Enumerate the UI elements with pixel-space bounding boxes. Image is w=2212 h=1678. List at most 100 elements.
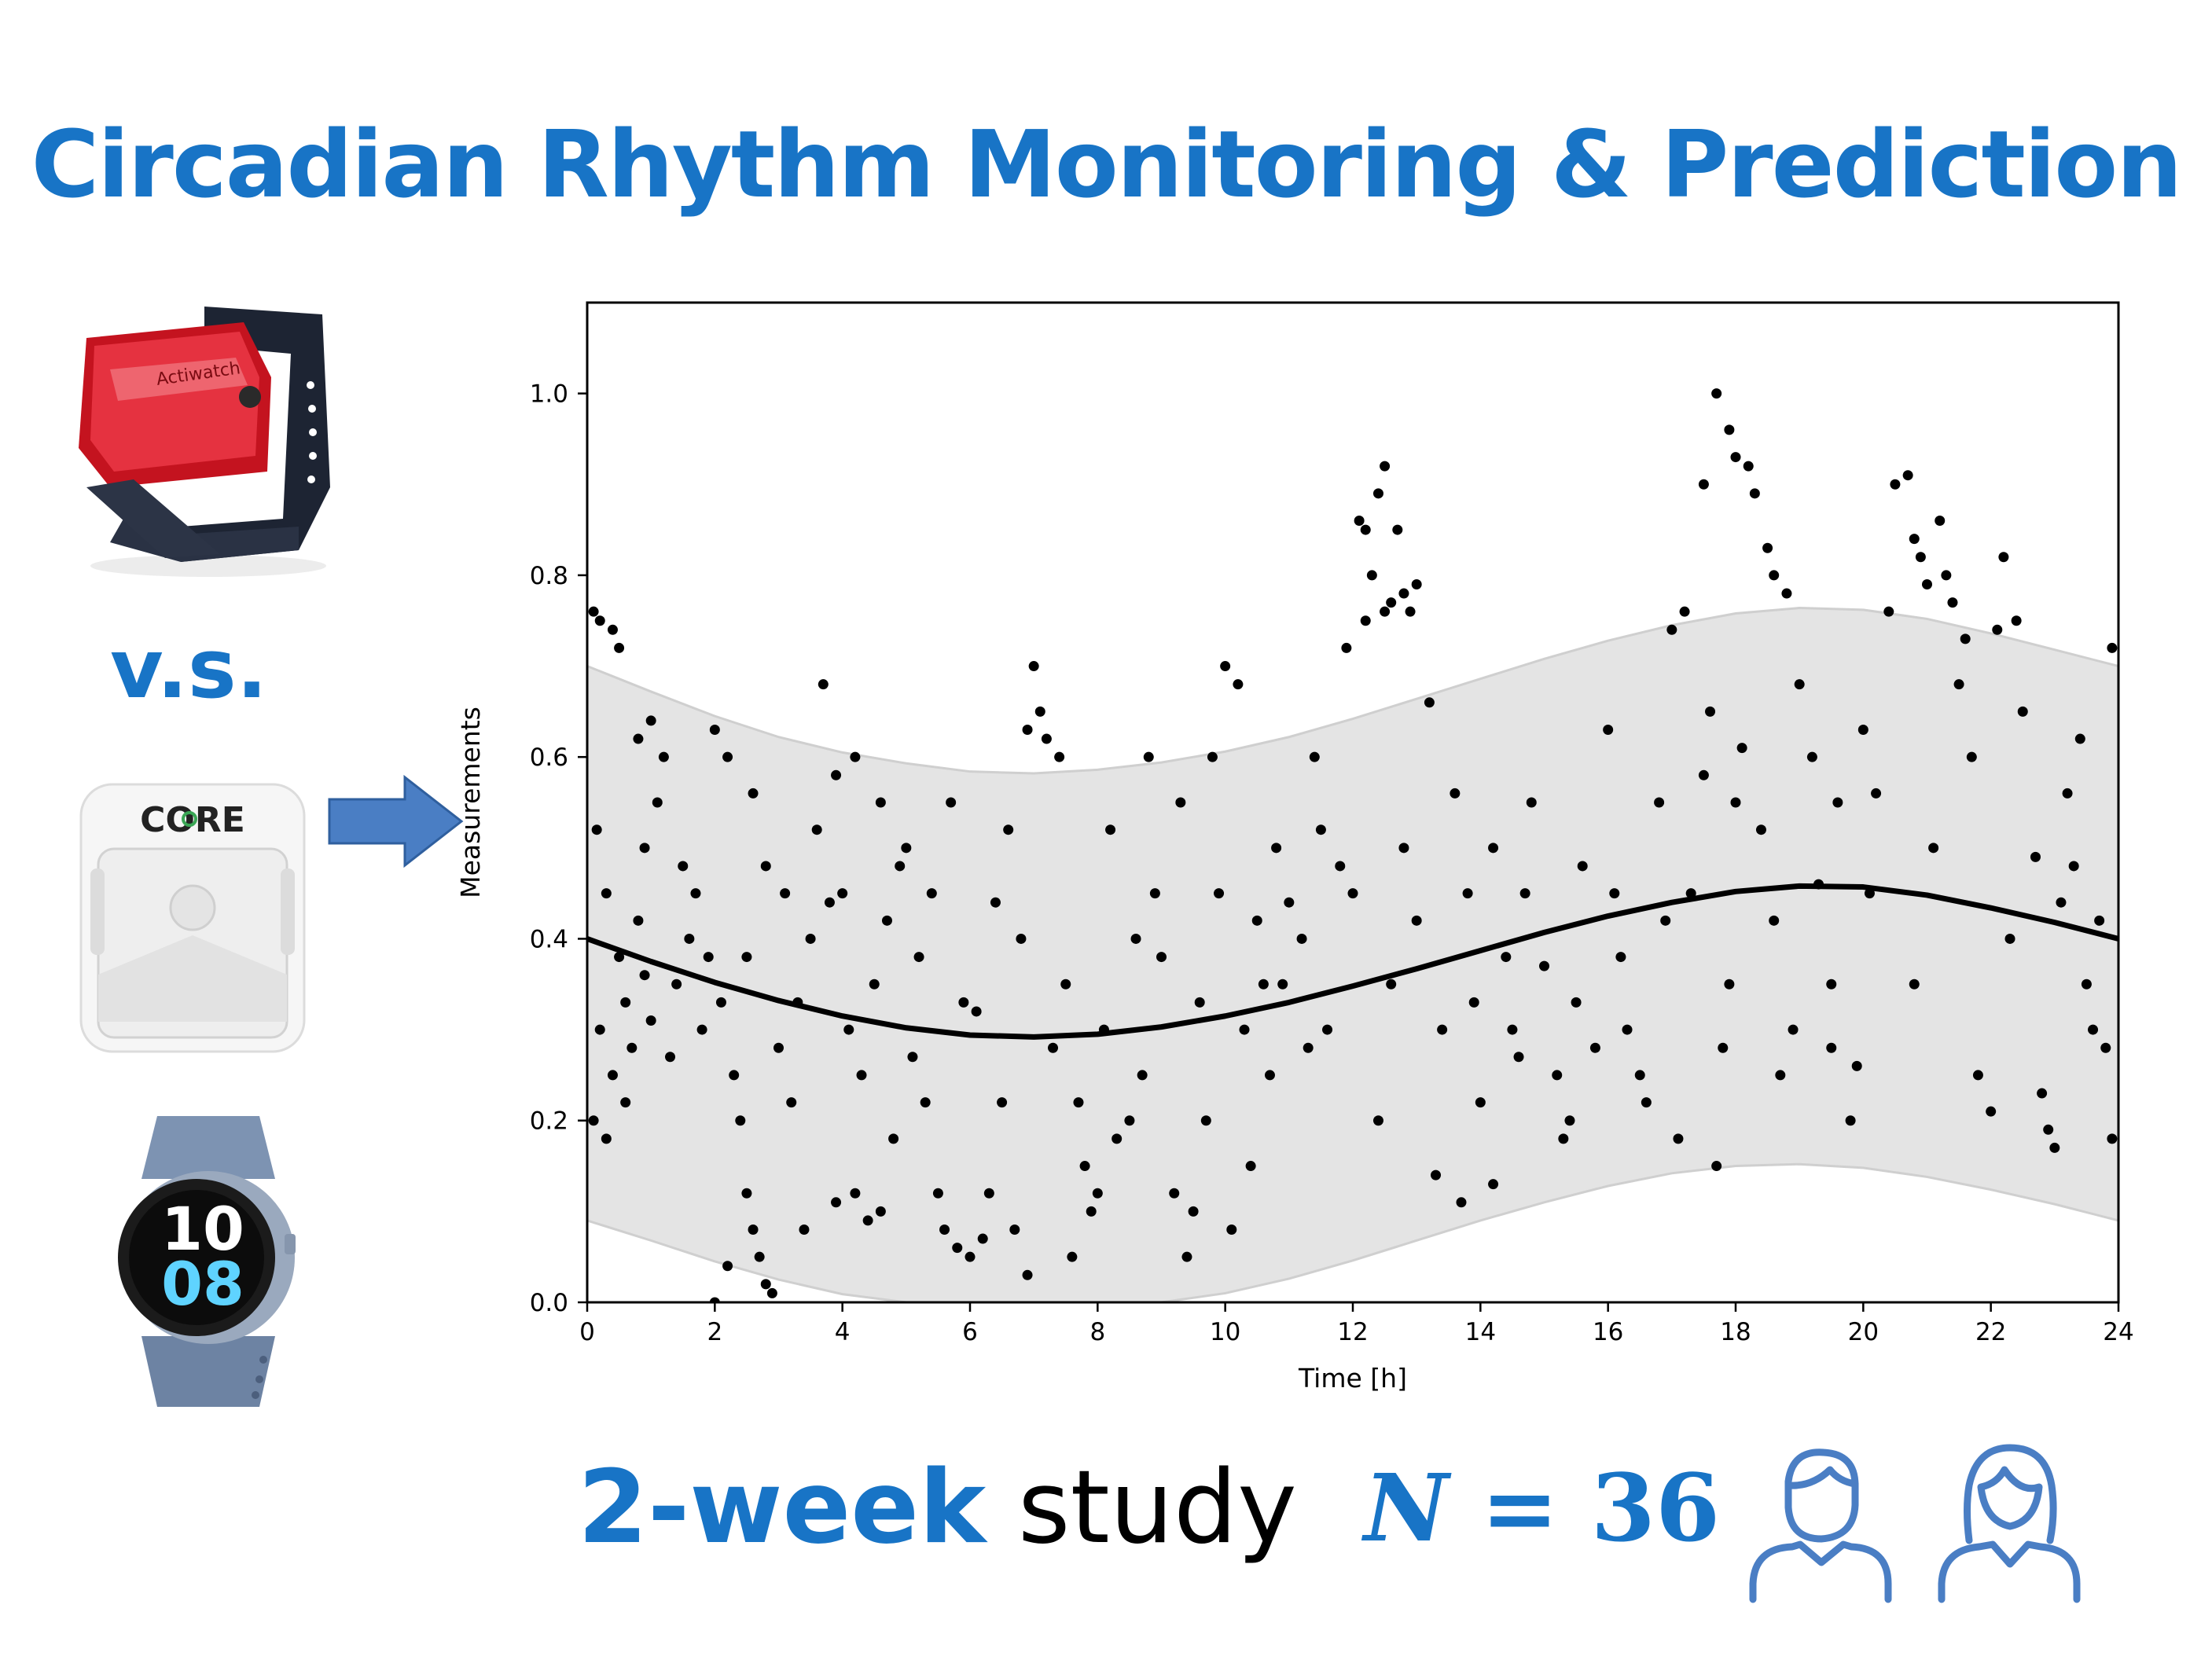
study-duration-label: 2-week study xyxy=(578,1458,1297,1559)
data-point xyxy=(665,1052,676,1063)
sample-size-equals: = xyxy=(1448,1453,1591,1562)
data-point xyxy=(633,733,644,744)
data-point xyxy=(913,952,924,963)
data-point xyxy=(1558,1133,1569,1144)
data-point xyxy=(1251,915,1262,926)
data-point xyxy=(735,1115,746,1126)
data-point xyxy=(645,1015,656,1026)
data-point xyxy=(703,952,714,963)
data-point xyxy=(2004,933,2015,944)
data-point xyxy=(780,888,791,899)
data-point xyxy=(2037,1088,2048,1099)
data-point xyxy=(1207,751,1218,762)
data-point xyxy=(1622,1024,1633,1035)
data-point xyxy=(850,1188,861,1199)
data-point xyxy=(952,1243,963,1254)
data-point xyxy=(1456,1197,1467,1208)
sample-size-variable: N xyxy=(1364,1453,1449,1562)
data-point xyxy=(1519,888,1530,899)
data-point xyxy=(1372,488,1383,499)
data-point xyxy=(895,861,906,872)
data-point xyxy=(1966,751,1977,762)
data-point xyxy=(1130,933,1141,944)
data-point xyxy=(1086,1206,1097,1217)
x-tick-label: 16 xyxy=(1593,1318,1623,1346)
data-point xyxy=(1724,424,1735,435)
data-point xyxy=(1743,461,1754,472)
data-point xyxy=(2074,733,2085,744)
data-point xyxy=(1398,588,1409,599)
data-point xyxy=(2100,1042,2111,1053)
data-point xyxy=(1730,797,1741,808)
data-point xyxy=(843,1024,854,1035)
data-point xyxy=(591,824,602,835)
data-point xyxy=(1181,1251,1192,1262)
x-tick-label: 24 xyxy=(2103,1318,2133,1346)
data-point xyxy=(2068,861,2079,872)
data-point xyxy=(888,1133,899,1144)
data-point xyxy=(1322,1024,1333,1035)
data-point xyxy=(1380,606,1391,617)
data-point xyxy=(1986,1106,1997,1117)
data-point xyxy=(1775,1070,1786,1081)
core-logo-text: CORE xyxy=(140,800,245,840)
data-point xyxy=(1112,1133,1123,1144)
x-tick-label: 8 xyxy=(1089,1318,1105,1346)
data-point xyxy=(1851,1060,1862,1071)
data-point xyxy=(684,933,695,944)
data-point xyxy=(977,1233,988,1244)
data-point xyxy=(1271,843,1282,854)
data-point xyxy=(754,1251,765,1262)
data-point xyxy=(1360,524,1371,535)
data-point xyxy=(1788,1024,1799,1035)
data-point xyxy=(2030,851,2041,862)
data-point xyxy=(1022,1269,1033,1280)
data-point xyxy=(1431,1169,1442,1180)
data-point xyxy=(620,997,631,1008)
data-point xyxy=(1749,488,1760,499)
data-point xyxy=(875,1206,886,1217)
data-point xyxy=(690,888,701,899)
data-point xyxy=(1258,979,1269,990)
data-point xyxy=(1711,1161,1722,1172)
data-point xyxy=(1781,588,1792,599)
data-point xyxy=(1953,679,1964,690)
data-point xyxy=(722,1261,733,1272)
data-point xyxy=(831,1197,842,1208)
chart-axes: 0 2 4 6 8 10 12 14 16 18 20 22 240.00.20.40.60.81.0 xyxy=(530,301,2134,1346)
x-tick-label: 2 xyxy=(707,1318,722,1346)
data-point xyxy=(1724,979,1735,990)
data-point xyxy=(1641,1097,1652,1108)
female-user-icon xyxy=(1934,1438,2083,1606)
data-point xyxy=(907,1052,918,1063)
smartwatch-image: 10 08 xyxy=(63,1108,346,1418)
data-point xyxy=(594,615,605,626)
data-point xyxy=(1424,697,1435,708)
data-point xyxy=(824,897,835,908)
data-point xyxy=(1705,706,1716,717)
data-point xyxy=(1552,1070,1563,1081)
data-point xyxy=(1137,1070,1148,1081)
page-title: Circadian Rhythm Monitoring & Prediction xyxy=(31,110,2183,218)
data-point xyxy=(1845,1115,1856,1126)
data-point xyxy=(1769,570,1780,581)
data-point xyxy=(614,952,625,963)
data-point xyxy=(1277,979,1288,990)
data-point xyxy=(729,1070,740,1081)
data-point xyxy=(1660,915,1671,926)
data-point xyxy=(881,915,892,926)
data-point xyxy=(2081,979,2092,990)
data-point xyxy=(1200,1115,1211,1126)
data-point xyxy=(1386,979,1397,990)
data-point xyxy=(990,897,1001,908)
data-point xyxy=(1890,479,1901,490)
data-point xyxy=(1475,1097,1486,1108)
right-arrow-icon xyxy=(326,774,468,872)
fit-curve xyxy=(587,883,2118,1040)
data-point xyxy=(1909,534,1920,545)
data-point xyxy=(926,888,937,899)
data-point xyxy=(696,1024,707,1035)
data-point xyxy=(1411,578,1422,589)
data-point xyxy=(1539,960,1549,971)
data-point xyxy=(1264,1070,1275,1081)
